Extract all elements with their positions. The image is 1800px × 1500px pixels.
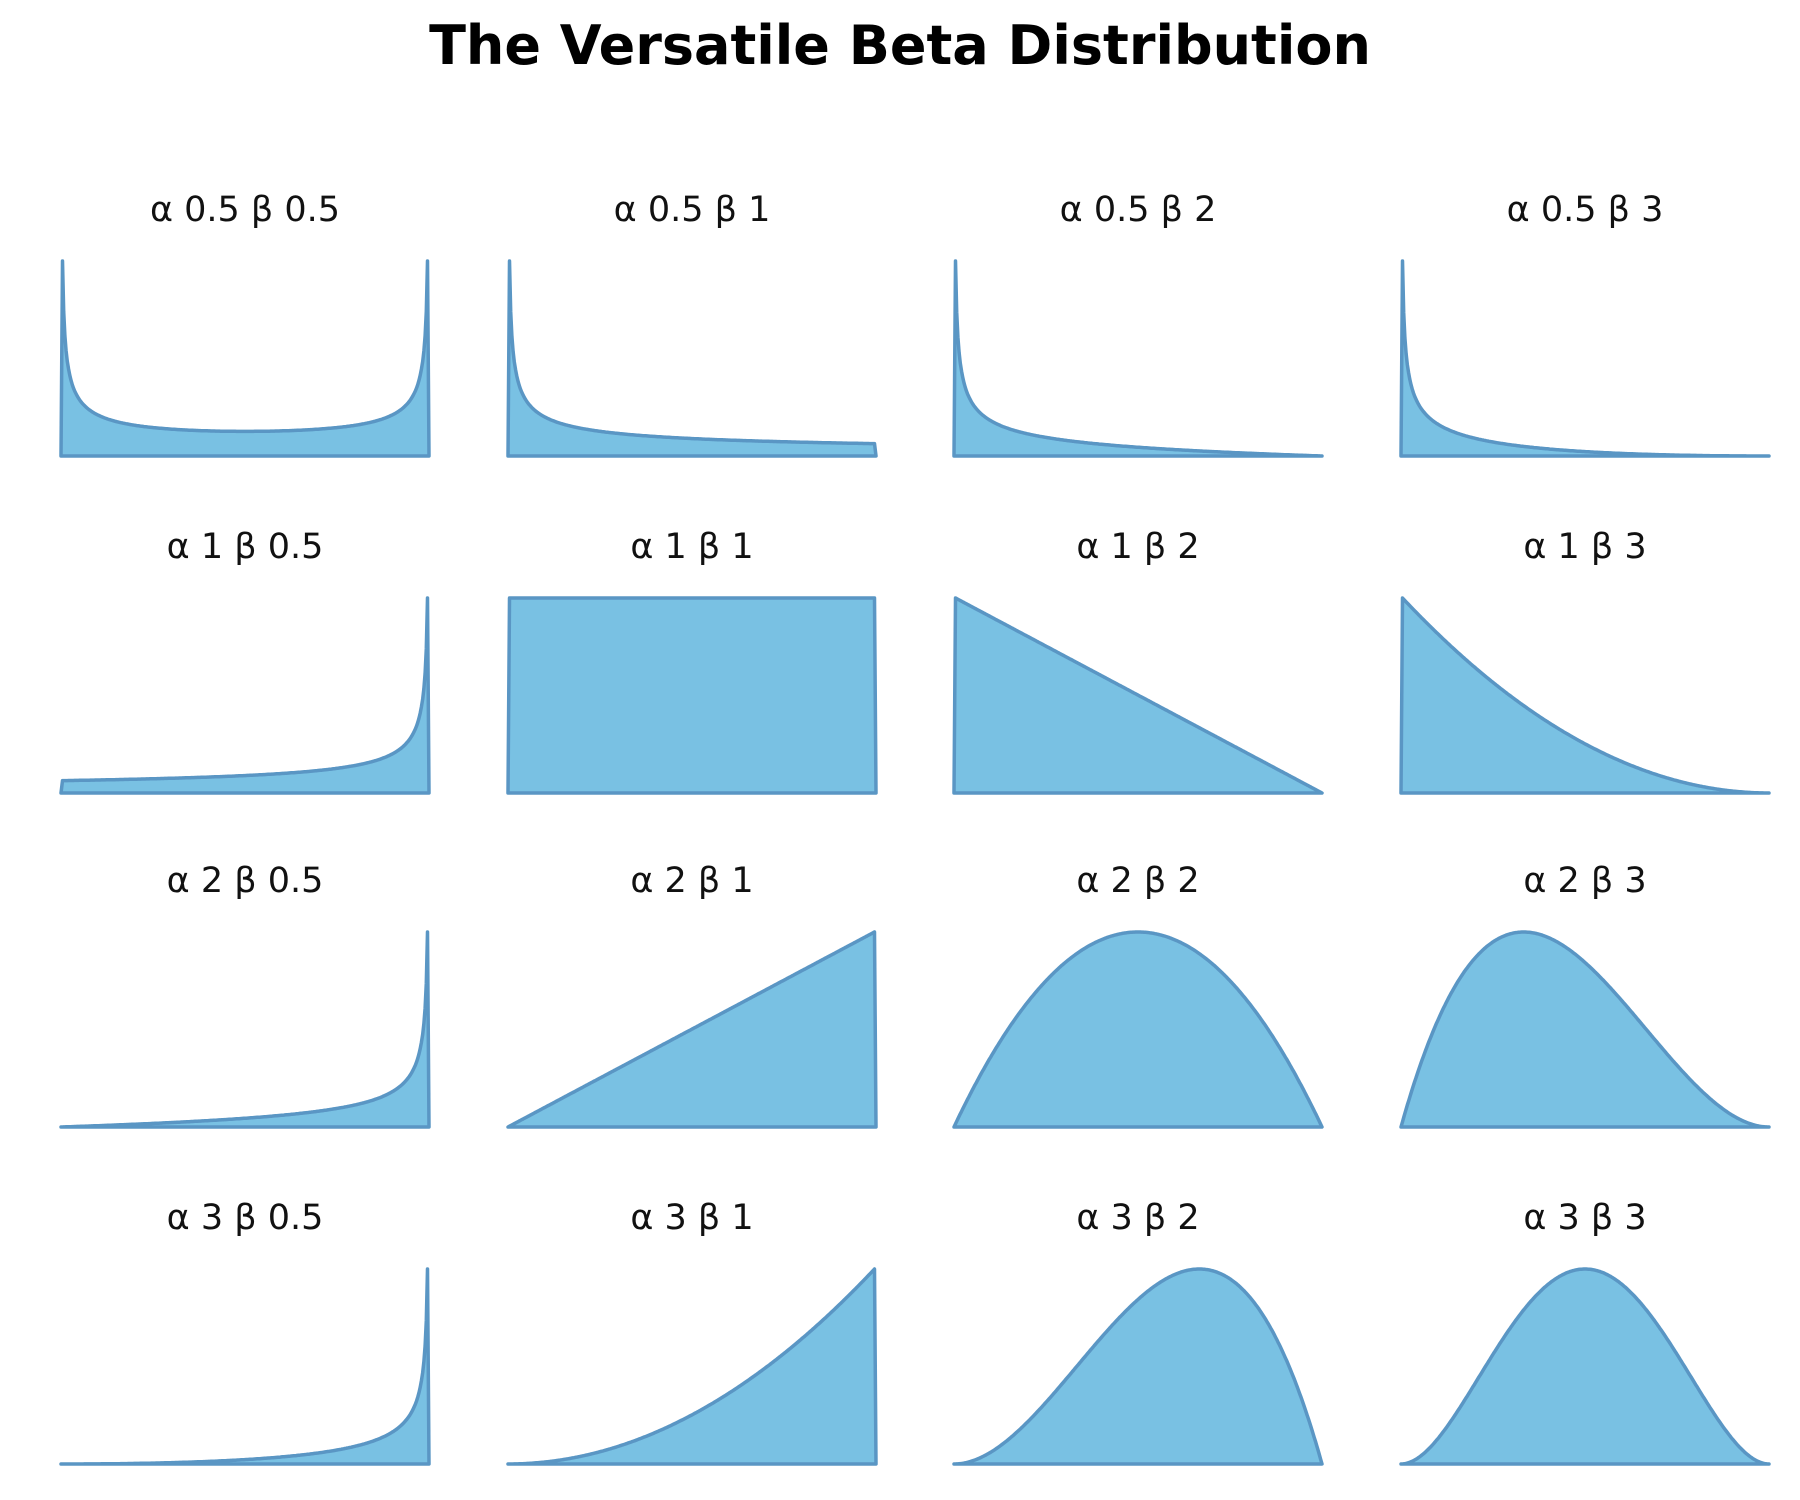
panel-label: α 3 β 2 bbox=[1076, 1198, 1199, 1238]
density-area bbox=[1399, 930, 1771, 1129]
panel-1: α 0.5 β 0.5 bbox=[59, 190, 431, 458]
panel-label: α 0.5 β 3 bbox=[1507, 190, 1664, 230]
density-area bbox=[1399, 259, 1771, 458]
panel-label: α 3 β 1 bbox=[630, 1198, 753, 1238]
density-area bbox=[59, 1267, 431, 1466]
panel-6: α 1 β 1 bbox=[506, 527, 878, 795]
panel-label: α 3 β 3 bbox=[1523, 1198, 1646, 1238]
panel-7: α 1 β 2 bbox=[952, 527, 1324, 795]
panel-label: α 2 β 2 bbox=[1076, 861, 1199, 901]
panel-label: α 0.5 β 0.5 bbox=[150, 190, 340, 230]
density-area bbox=[1399, 1267, 1771, 1466]
panel-label: α 2 β 3 bbox=[1523, 861, 1646, 901]
panel-label: α 1 β 0.5 bbox=[167, 527, 324, 567]
density-area bbox=[952, 259, 1324, 458]
panel-label: α 1 β 2 bbox=[1076, 527, 1199, 567]
panel-14: α 3 β 1 bbox=[506, 1198, 878, 1466]
chart-title: The Versatile Beta Distribution bbox=[429, 14, 1371, 77]
density-area bbox=[952, 930, 1324, 1129]
panel-label: α 1 β 1 bbox=[630, 527, 753, 567]
density-area bbox=[952, 1267, 1324, 1466]
panel-label: α 2 β 0.5 bbox=[167, 861, 324, 901]
density-area bbox=[506, 596, 878, 795]
panel-label: α 3 β 0.5 bbox=[167, 1198, 324, 1238]
panel-11: α 2 β 2 bbox=[952, 861, 1324, 1129]
density-area bbox=[952, 596, 1324, 795]
panel-label: α 0.5 β 2 bbox=[1060, 190, 1217, 230]
panel-10: α 2 β 1 bbox=[506, 861, 878, 1129]
panel-8: α 1 β 3 bbox=[1399, 527, 1771, 795]
panel-label: α 0.5 β 1 bbox=[614, 190, 771, 230]
panel-15: α 3 β 2 bbox=[952, 1198, 1324, 1466]
density-area bbox=[506, 930, 878, 1129]
panel-label: α 2 β 1 bbox=[630, 861, 753, 901]
density-area bbox=[59, 596, 431, 795]
panel-4: α 0.5 β 3 bbox=[1399, 190, 1771, 458]
density-area bbox=[59, 259, 431, 458]
density-area bbox=[506, 1267, 878, 1466]
panel-9: α 2 β 0.5 bbox=[59, 861, 431, 1129]
density-area bbox=[1399, 596, 1771, 795]
density-area bbox=[506, 259, 878, 458]
panel-13: α 3 β 0.5 bbox=[59, 1198, 431, 1466]
panel-5: α 1 β 0.5 bbox=[59, 527, 431, 795]
panel-2: α 0.5 β 1 bbox=[506, 190, 878, 458]
panel-16: α 3 β 3 bbox=[1399, 1198, 1771, 1466]
density-area bbox=[59, 930, 431, 1129]
panel-label: α 1 β 3 bbox=[1523, 527, 1646, 567]
panel-12: α 2 β 3 bbox=[1399, 861, 1771, 1129]
panel-3: α 0.5 β 2 bbox=[952, 190, 1324, 458]
